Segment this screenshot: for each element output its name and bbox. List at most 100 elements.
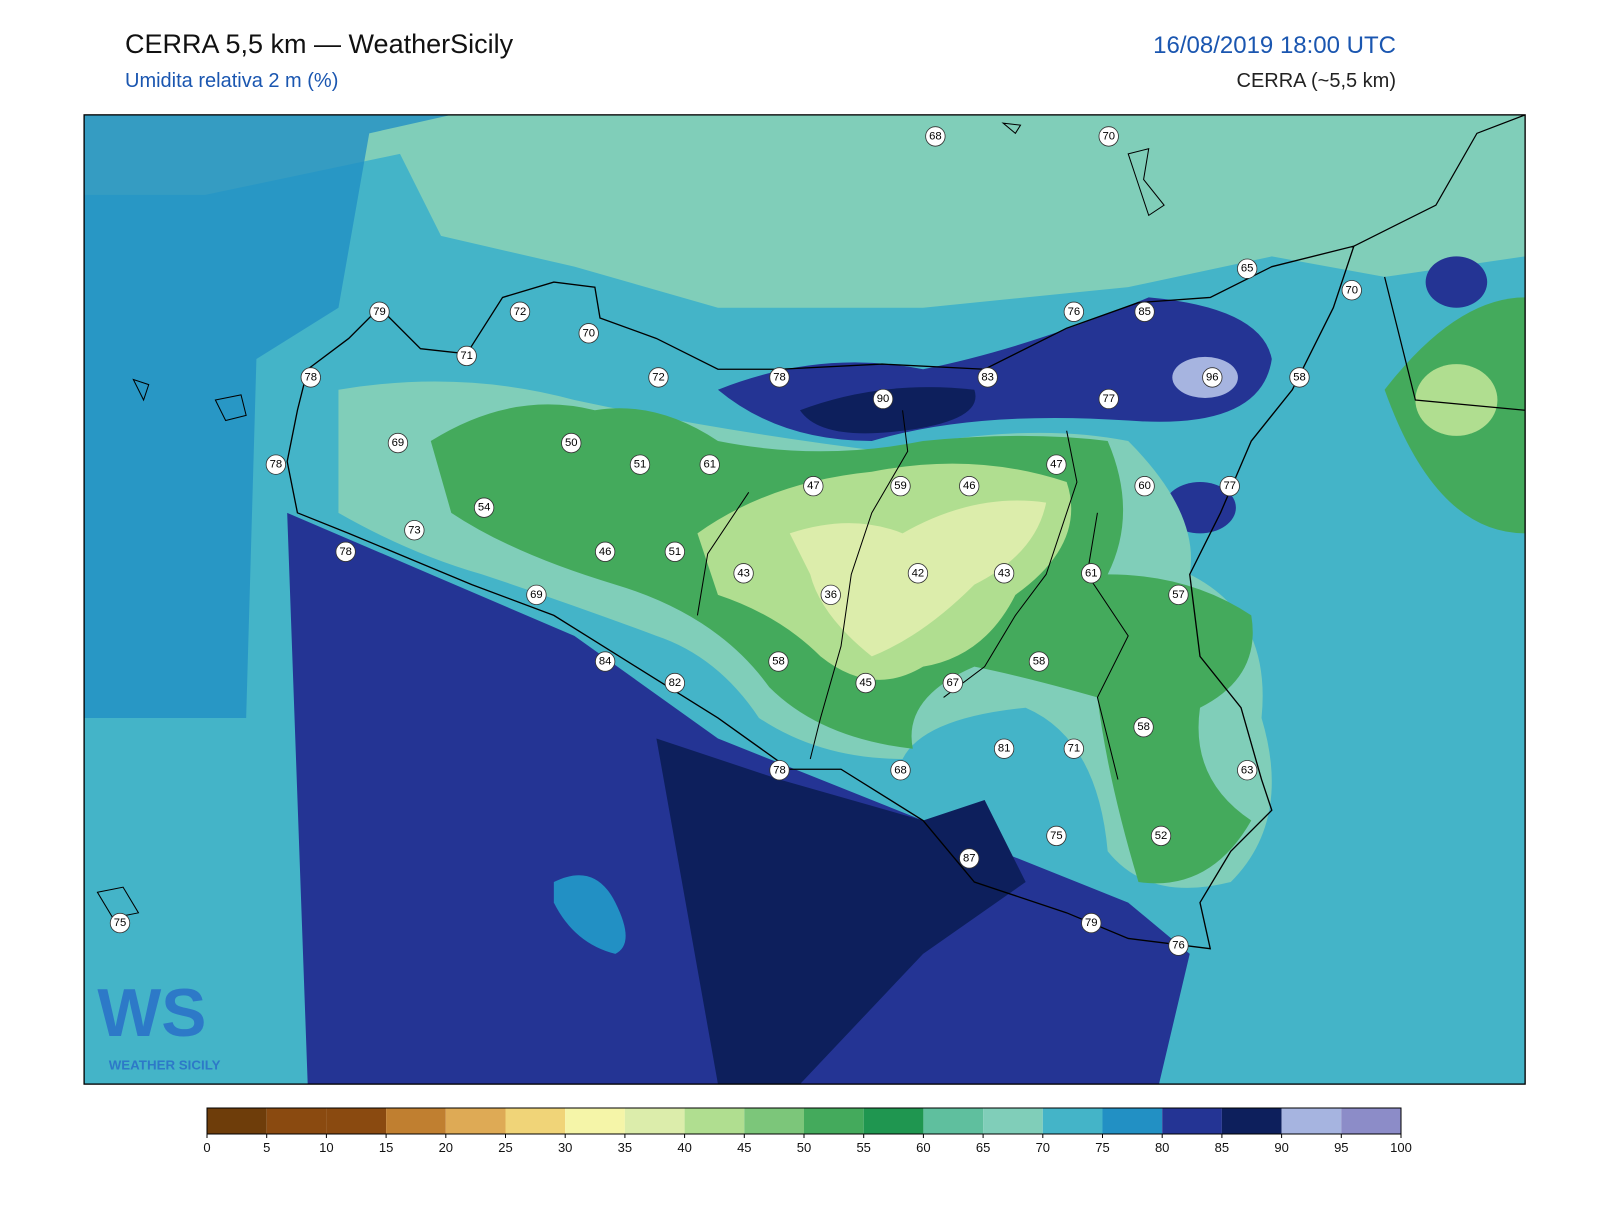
- station: 96: [1202, 367, 1223, 388]
- station-value: 84: [599, 656, 612, 668]
- colorbar-swatch: [266, 1108, 327, 1134]
- station-marker: [699, 454, 720, 475]
- station-value: 75: [1050, 830, 1063, 842]
- station-marker: [942, 672, 963, 694]
- station: 69: [387, 432, 409, 454]
- station-value: 58: [772, 656, 785, 668]
- station-marker: [803, 475, 824, 497]
- station: 78: [300, 367, 321, 388]
- station-marker: [509, 301, 531, 322]
- colorbar-tick-label: 35: [618, 1140, 632, 1155]
- station-marker: [369, 301, 390, 322]
- station: 78: [769, 760, 790, 781]
- station: 72: [648, 367, 669, 388]
- station: 71: [1063, 738, 1084, 759]
- station: 73: [404, 520, 425, 541]
- station: 50: [561, 432, 582, 454]
- colorbar-tick-label: 70: [1036, 1140, 1050, 1155]
- colorbar-swatch: [983, 1108, 1043, 1134]
- station-value: 46: [599, 546, 612, 558]
- station-marker: [820, 584, 841, 606]
- station: 58: [1133, 717, 1154, 738]
- station-marker: [855, 672, 876, 694]
- station-value: 78: [773, 764, 786, 776]
- station: 47: [1046, 454, 1067, 475]
- station: 78: [265, 454, 287, 475]
- station-value: 78: [305, 371, 318, 383]
- station: 60: [1134, 475, 1155, 497]
- station: 76: [1063, 301, 1084, 322]
- colorbar-tick-label: 65: [976, 1140, 990, 1155]
- colorbar-tick-label: 5: [263, 1140, 270, 1155]
- station-value: 96: [1206, 371, 1219, 383]
- station-marker: [629, 454, 651, 475]
- map-frame: [83, 114, 1526, 1085]
- station: 79: [369, 301, 390, 322]
- colorbar-swatch: [684, 1108, 745, 1134]
- station: 70: [1341, 280, 1362, 301]
- station-marker: [959, 475, 980, 497]
- station-marker: [890, 475, 911, 497]
- station-value: 43: [998, 567, 1011, 579]
- station-marker: [1219, 475, 1240, 497]
- station-marker: [1341, 280, 1362, 301]
- colorbar-swatch: [744, 1108, 804, 1134]
- station-marker: [561, 432, 582, 454]
- station-marker: [959, 848, 980, 869]
- colorbar-swatch: [804, 1108, 864, 1134]
- station: 75: [1046, 825, 1067, 847]
- station: 84: [594, 651, 616, 672]
- station-value: 54: [478, 502, 491, 514]
- station-value: 87: [963, 852, 976, 864]
- station-value: 57: [1172, 589, 1185, 601]
- station-marker: [733, 563, 754, 584]
- station-value: 61: [1085, 567, 1098, 579]
- station-marker: [769, 760, 790, 781]
- model-label: CERRA (~5,5 km): [1237, 70, 1396, 92]
- station-marker: [769, 367, 790, 388]
- station-value: 70: [1346, 284, 1359, 296]
- station-value: 78: [270, 459, 283, 471]
- station-marker: [1168, 935, 1189, 956]
- station-value: 52: [1155, 830, 1168, 842]
- station: 54: [473, 497, 495, 518]
- colorbar-tick-label: 15: [379, 1140, 393, 1155]
- colorbar-tick-label: 25: [498, 1140, 512, 1155]
- station-value: 75: [114, 917, 127, 929]
- station-value: 61: [703, 459, 716, 471]
- station: 81: [993, 738, 1015, 759]
- station-marker: [1237, 760, 1258, 781]
- station: 61: [699, 454, 720, 475]
- colorbar-tick-label: 20: [439, 1140, 453, 1155]
- station: 43: [733, 563, 754, 584]
- colorbar-tick-label: 95: [1334, 1140, 1348, 1155]
- station-value: 71: [1068, 743, 1081, 755]
- station-value: 46: [963, 480, 976, 492]
- station-marker: [768, 651, 789, 672]
- station-value: 58: [1137, 721, 1150, 733]
- station: 46: [959, 475, 980, 497]
- station-marker: [335, 541, 356, 562]
- station-marker: [993, 563, 1015, 584]
- station-marker: [1098, 126, 1119, 147]
- station: 77: [1219, 475, 1240, 497]
- station-value: 42: [912, 567, 925, 579]
- station: 57: [1168, 584, 1189, 606]
- colorbar-swatch: [207, 1108, 267, 1134]
- station-value: 82: [669, 677, 682, 689]
- station-marker: [1150, 825, 1172, 847]
- station-marker: [890, 760, 911, 781]
- station: 83: [977, 367, 998, 388]
- station: 51: [629, 454, 651, 475]
- station-value: 70: [1102, 130, 1115, 142]
- station-value: 70: [582, 327, 595, 339]
- station: 58: [1289, 367, 1310, 388]
- station-marker: [1028, 651, 1050, 672]
- station: 68: [925, 126, 946, 147]
- colorbar-swatch: [386, 1108, 446, 1134]
- station-value: 77: [1223, 480, 1236, 492]
- station-marker: [925, 126, 946, 147]
- station-marker: [993, 738, 1015, 759]
